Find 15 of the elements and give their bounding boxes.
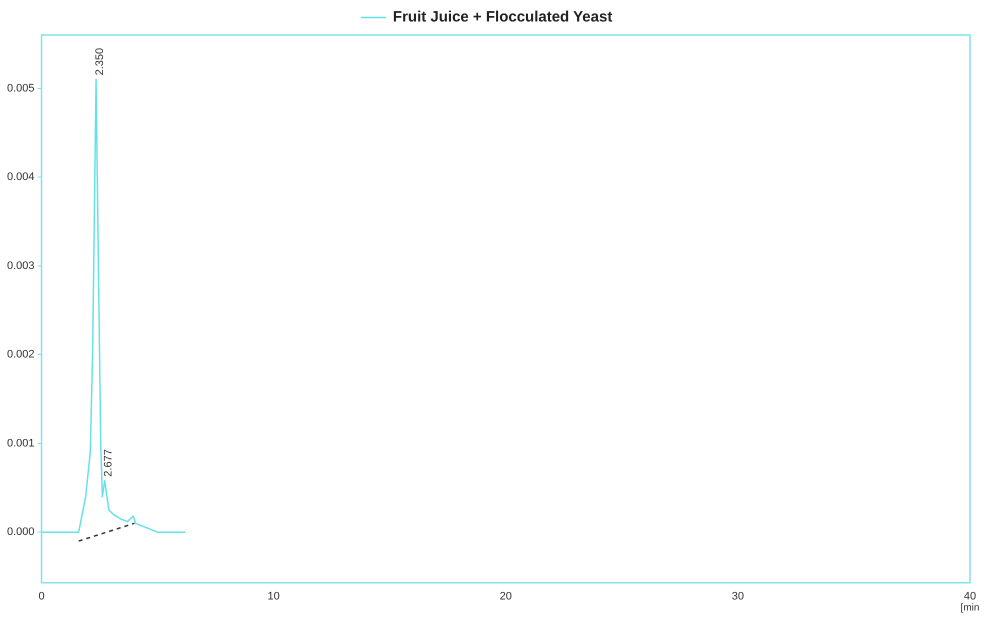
annotation: 2.677 xyxy=(102,449,115,477)
y-tick-label: 0.000 xyxy=(6,526,35,538)
y-tick-label: 0.005 xyxy=(6,82,35,94)
y-tick-label: 0.003 xyxy=(6,260,35,272)
x-tick-label: 20 xyxy=(500,590,512,602)
y-tick-label: 0.002 xyxy=(6,348,35,361)
x-tick-label: 10 xyxy=(268,590,280,602)
x-tick-label: 40 xyxy=(964,590,976,602)
x-tick-label: 0 xyxy=(38,590,45,602)
y-tick-label: 0.004 xyxy=(6,171,35,184)
x-axis-title: [min xyxy=(960,602,980,614)
y-tick-label: 0.001 xyxy=(6,437,35,450)
x-tick-label: 30 xyxy=(732,590,744,602)
legend-label: Fruit Juice + Flocculated Yeast xyxy=(392,8,612,26)
annotation: 2.350 xyxy=(94,48,106,76)
